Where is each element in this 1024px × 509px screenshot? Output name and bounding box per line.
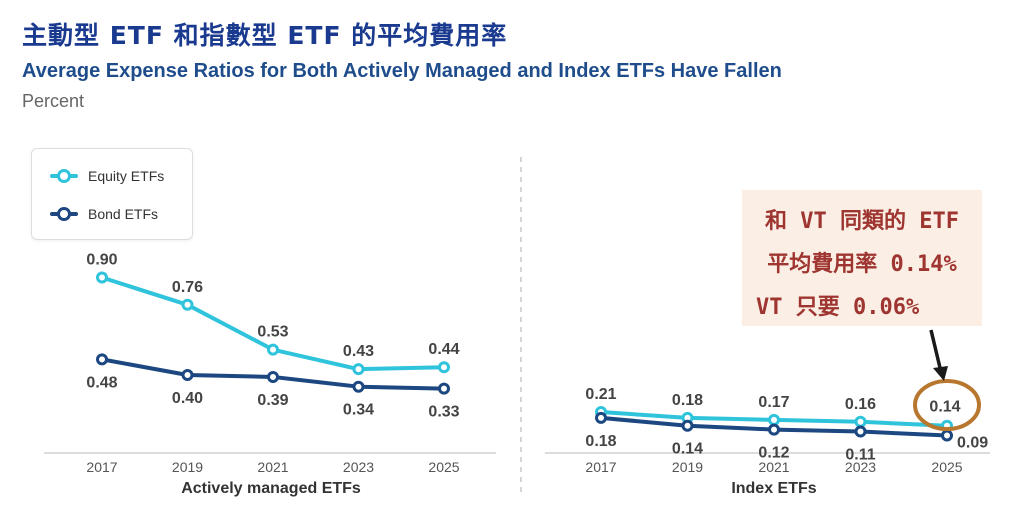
data-label: 0.43 (343, 343, 374, 360)
data-point (438, 382, 450, 395)
data-point (768, 413, 780, 426)
data-label: 0.53 (257, 324, 288, 341)
data-point (438, 361, 450, 374)
callout-box: 和 VT 同類的 ETF 平均費用率 0.14% VT 只要 0.06% (742, 190, 982, 326)
data-label: 0.14 (672, 441, 703, 458)
legend-swatch-bond (50, 207, 78, 221)
x-tick-label: 2023 (845, 459, 876, 475)
legend: Equity ETFs Bond ETFs (31, 148, 193, 240)
highlight-circle (913, 379, 981, 431)
data-label: 0.16 (845, 396, 876, 413)
data-label: 0.44 (428, 341, 459, 358)
callout-arrow-head (933, 366, 948, 381)
x-tick-label: 2019 (172, 459, 203, 475)
data-label: 0.11 (845, 447, 875, 464)
data-label: 0.17 (758, 394, 789, 411)
chart-title: Average Expense Ratios for Both Actively… (22, 60, 782, 82)
data-label: 0.09 (957, 434, 988, 451)
data-point (181, 298, 194, 311)
data-point (854, 415, 867, 428)
x-tick-label: 2021 (758, 459, 789, 475)
x-tick-label: 2017 (585, 459, 616, 475)
data-label: 0.39 (257, 392, 288, 409)
x-tick-label: 2019 (672, 459, 703, 475)
data-label: 0.12 (758, 445, 789, 462)
legend-label-equity: Equity ETFs (88, 168, 165, 184)
data-label: 0.40 (172, 390, 203, 407)
data-label: 0.76 (172, 279, 203, 296)
legend-item-equity: Equity ETFs (50, 168, 164, 184)
legend-swatch-equity (50, 169, 78, 183)
chinese-title: 主動型 ETF 和指數型 ETF 的平均費用率 (22, 21, 508, 50)
data-point (267, 370, 279, 383)
data-point (352, 380, 365, 393)
data-label: 0.33 (428, 404, 459, 421)
x-axis-title: Actively managed ETFs (181, 480, 361, 497)
data-point (941, 429, 953, 442)
x-tick-label: 2017 (86, 459, 117, 475)
data-point (352, 363, 365, 376)
callout-arrow-shaft (929, 329, 943, 373)
data-point (96, 271, 108, 284)
data-label: 0.48 (86, 374, 117, 391)
data-point (267, 343, 279, 356)
data-label: 0.34 (343, 402, 374, 419)
unit-label: Percent (22, 91, 85, 111)
x-tick-label: 2025 (428, 459, 459, 475)
data-label: 0.18 (672, 392, 703, 409)
data-point (681, 419, 694, 432)
data-label: 0.90 (86, 252, 117, 269)
x-tick-label: 2021 (257, 459, 288, 475)
legend-item-bond: Bond ETFs (50, 206, 158, 222)
data-point (181, 369, 194, 381)
data-point (595, 411, 607, 424)
data-point (96, 353, 108, 366)
callout-line-3: VT 只要 0.06% (756, 295, 920, 320)
data-label: 0.18 (585, 433, 616, 450)
data-point (854, 425, 867, 438)
x-tick-label: 2023 (343, 459, 374, 475)
x-axis-title: Index ETFs (731, 480, 816, 497)
data-label: 0.21 (585, 386, 616, 403)
data-label: 0.14 (929, 399, 960, 416)
legend-label-bond: Bond ETFs (88, 206, 159, 222)
x-tick-label: 2025 (931, 459, 962, 475)
callout-line-1: 和 VT 同類的 ETF (765, 209, 959, 234)
callout-line-2: 平均費用率 0.14% (767, 252, 957, 277)
data-point (768, 423, 780, 436)
